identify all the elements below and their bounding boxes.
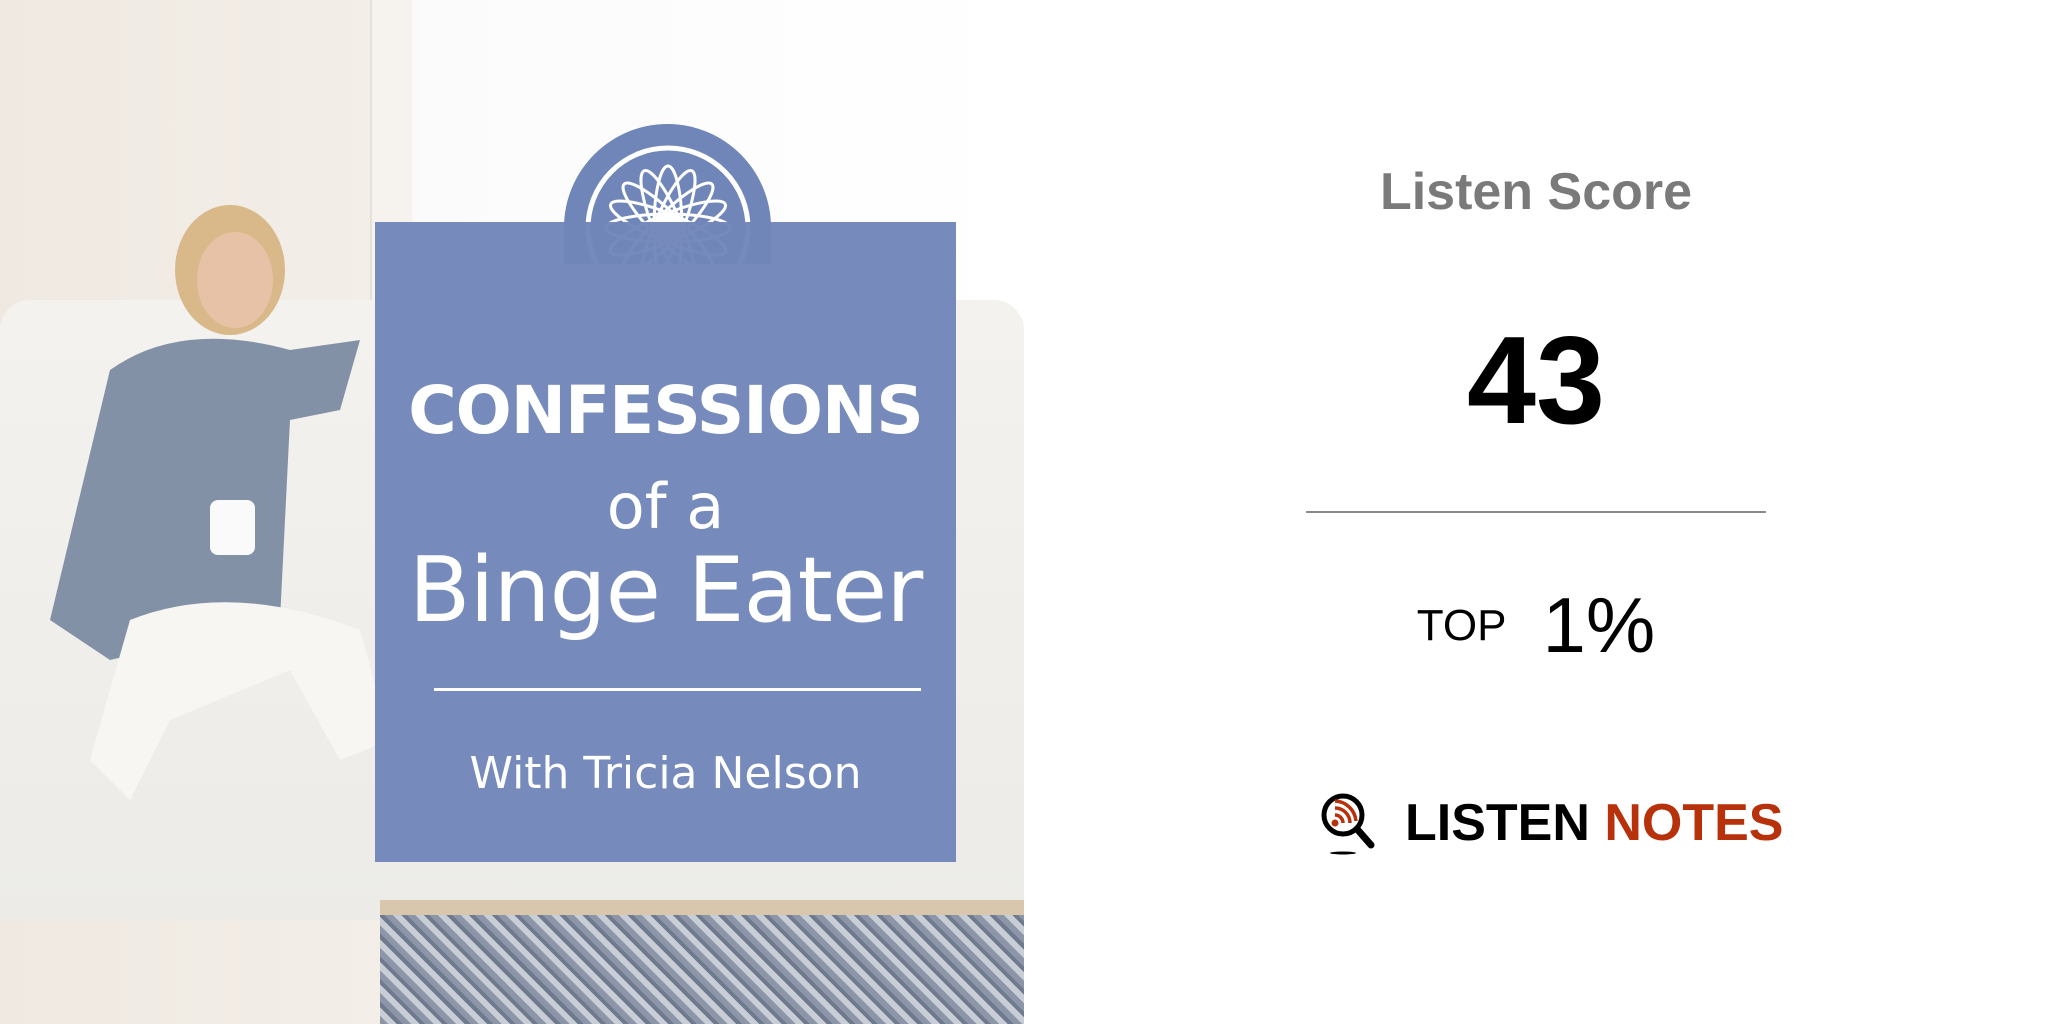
rug (380, 915, 1024, 1024)
cover-title-line2: of a (606, 470, 725, 543)
logo-word-notes: NOTES (1604, 794, 1784, 852)
cover-host: With Tricia Nelson (469, 748, 862, 799)
score-divider (1306, 511, 1766, 513)
logo-word-listen: LISTEN (1405, 794, 1590, 852)
cover-title-line1: CONFESSIONS (408, 372, 924, 449)
host-photo (50, 205, 390, 800)
rank-label: TOP (1416, 600, 1507, 650)
cover-divider (434, 688, 921, 691)
cover-title-line3: Binge Eater (408, 538, 924, 643)
magnifier-rss-icon (1321, 793, 1375, 855)
logo-wordmark: LISTEN NOTES (1405, 793, 1784, 853)
listen-score-label: Listen Score (1379, 163, 1693, 221)
listen-score-value: 43 (1467, 312, 1605, 450)
podcast-cover-art: CONFESSIONS of a Binge Eater With Tricia… (0, 0, 1024, 1024)
title-panel (375, 222, 956, 862)
listen-notes-logo: LISTEN NOTES (1319, 787, 1784, 859)
rank-value: 1% (1542, 581, 1656, 669)
rank-row: TOP 1% (1256, 580, 1816, 671)
floor (380, 900, 1024, 916)
